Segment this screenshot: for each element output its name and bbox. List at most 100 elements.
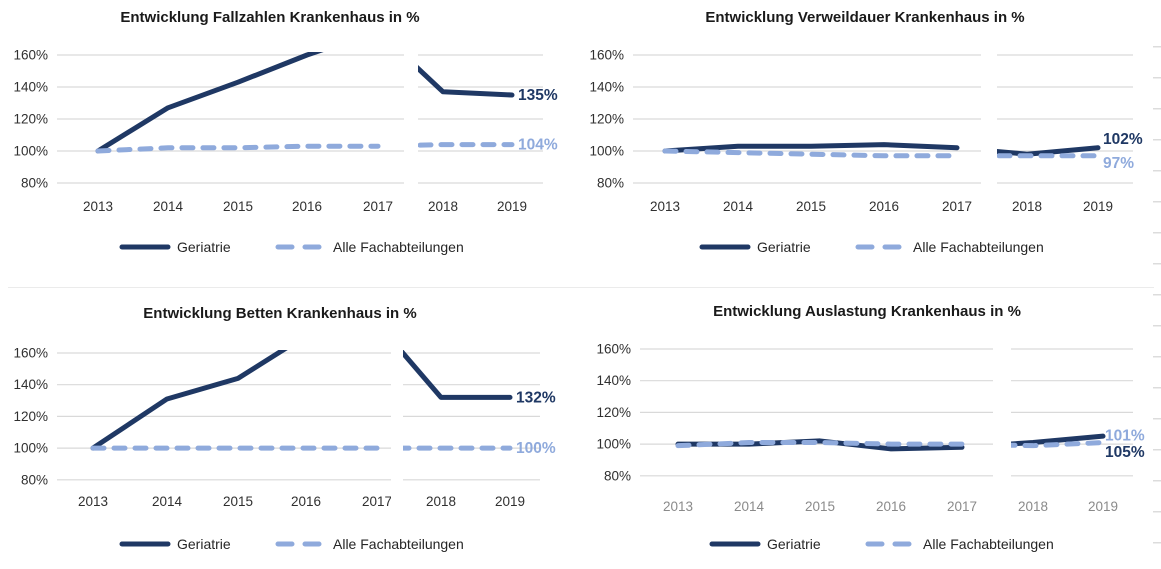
x-tick-label: 2019	[495, 494, 525, 509]
y-tick-label: 80%	[21, 472, 48, 487]
chart-title: Entwicklung Auslastung Krankenhaus in %	[713, 303, 1021, 320]
x-tick-label: 2017	[362, 494, 392, 509]
x-axis-labels-right: 2018 2019	[426, 494, 525, 509]
x-tick-label: 2014	[723, 199, 754, 214]
x-tick-label: 2014	[153, 199, 184, 214]
x-tick-label: 2018	[428, 199, 458, 214]
legend-geriatrie-label: Geriatrie	[767, 536, 821, 552]
y-tick-label: 120%	[13, 112, 48, 127]
x-tick-label: 2017	[942, 199, 972, 214]
y-tick-label: 100%	[596, 437, 631, 452]
legend-geriatrie-label: Geriatrie	[757, 239, 811, 255]
y-tick-label: 140%	[13, 377, 48, 392]
x-tick-label: 2013	[663, 499, 693, 514]
chart-title: Entwicklung Fallzahlen Krankenhaus in %	[120, 9, 419, 26]
chart-title: Entwicklung Betten Krankenhaus in %	[143, 305, 416, 322]
geriatrie-end-label: 135%	[518, 87, 558, 104]
x-tick-label: 2018	[1018, 499, 1048, 514]
geriatrie-line-right	[418, 64, 515, 98]
y-tick-label: 120%	[13, 409, 48, 424]
y-tick-label: 80%	[597, 176, 624, 191]
y-tick-label: 80%	[604, 468, 631, 483]
gridlines	[57, 54, 543, 184]
y-tick-label: 100%	[13, 441, 48, 456]
y-axis-labels: 160% 140% 120% 100% 80%	[589, 48, 624, 191]
chart-betten: Entwicklung Betten Krankenhaus in % 160% 1…	[0, 285, 581, 569]
x-axis-labels-left: 2013 2014 2015 2016 2017	[83, 199, 393, 214]
x-tick-label: 2014	[152, 494, 183, 509]
geriatrie-line-left	[95, 52, 324, 154]
y-tick-label: 120%	[589, 112, 624, 127]
x-tick-label: 2017	[363, 199, 393, 214]
x-tick-label: 2019	[1083, 199, 1113, 214]
y-axis-labels: 160% 140% 120% 100% 80%	[13, 346, 48, 488]
alle-fachabteilungen-end-label: 100%	[516, 440, 556, 457]
x-tick-label: 2015	[223, 494, 253, 509]
x-tick-label: 2013	[650, 199, 680, 214]
geriatrie-line-right	[403, 350, 513, 400]
y-tick-label: 100%	[13, 144, 48, 159]
y-axis-labels: 160% 140% 120% 100% 80%	[596, 342, 631, 484]
geriatrie-end-label: 102%	[1103, 131, 1143, 148]
chart-verweildauer-canvas: Entwicklung Verweildauer Krankenhaus in …	[589, 9, 1143, 255]
x-tick-label: 2015	[805, 499, 835, 514]
chart-fallzahlen: Entwicklung Fallzahlen Krankenhaus in % 1…	[0, 0, 581, 284]
x-tick-label: 2013	[78, 494, 108, 509]
y-tick-label: 160%	[596, 342, 631, 357]
geriatrie-line-left	[90, 350, 288, 451]
legend-alle-label: Alle Fachabteilungen	[333, 239, 464, 255]
x-tick-label: 2016	[292, 199, 322, 214]
x-axis-labels-left: 2013 2014 2015 2016 2017	[78, 494, 392, 509]
alle-fachabteilungen-line-left	[662, 148, 960, 159]
alle-fachabteilungen-end-label: 101%	[1105, 428, 1145, 445]
gridlines	[57, 352, 540, 481]
y-tick-label: 80%	[21, 176, 48, 191]
x-tick-label: 2016	[876, 499, 906, 514]
y-tick-label: 140%	[596, 373, 631, 388]
x-axis-labels-right: 2018 2019	[1012, 199, 1113, 214]
x-tick-label: 2019	[497, 199, 527, 214]
y-tick-label: 160%	[13, 48, 48, 63]
chart-betten-canvas: Entwicklung Betten Krankenhaus in %160%1…	[13, 305, 556, 552]
geriatrie-end-label: 132%	[516, 389, 556, 406]
gridlines	[640, 348, 1133, 477]
y-tick-label: 140%	[589, 80, 624, 95]
x-axis-labels-right: 2018 2019	[1018, 499, 1118, 514]
x-tick-label: 2018	[1012, 199, 1042, 214]
geriatrie-end-label: 105%	[1105, 444, 1145, 461]
alle-fachabteilungen-line-right	[1011, 440, 1106, 449]
legend-geriatrie-label: Geriatrie	[177, 536, 231, 552]
x-axis-labels-right: 2018 2019	[428, 199, 527, 214]
legend-alle-label: Alle Fachabteilungen	[333, 536, 464, 552]
y-tick-label: 160%	[13, 346, 48, 361]
alle-fachabteilungen-end-label: 97%	[1103, 155, 1134, 172]
x-tick-label: 2015	[796, 199, 826, 214]
x-tick-label: 2016	[869, 199, 899, 214]
alle-fachabteilungen-end-label: 104%	[518, 137, 558, 154]
y-axis-labels: 160% 140% 120% 100% 80%	[13, 48, 48, 191]
chart-auslastung-canvas: Entwicklung Auslastung Krankenhaus in % 1…	[596, 303, 1145, 552]
geriatrie-line-left	[662, 142, 960, 154]
legend: Geriatrie Alle Fachabteilungen	[709, 536, 1054, 552]
chart-verweildauer: Entwicklung Verweildauer Krankenhaus in …	[580, 0, 1161, 284]
gridlines	[633, 54, 1133, 184]
y-tick-label: 100%	[589, 144, 624, 159]
y-tick-label: 120%	[596, 405, 631, 420]
chart-fallzahlen-canvas: Entwicklung Fallzahlen Krankenhaus in % 1…	[13, 9, 558, 255]
chart-auslastung: Entwicklung Auslastung Krankenhaus in % 1…	[580, 285, 1161, 569]
x-tick-label: 2015	[223, 199, 253, 214]
chart-title: Entwicklung Verweildauer Krankenhaus in …	[705, 9, 1024, 26]
legend: Geriatrie Alle Fachabteilungen	[119, 536, 464, 552]
legend-geriatrie-label: Geriatrie	[177, 239, 231, 255]
x-tick-label: 2016	[291, 494, 321, 509]
x-axis-labels-left: 2013 2014 2015 2016 2017	[663, 499, 977, 514]
alle-fachabteilungen-line-right	[418, 142, 515, 148]
x-tick-label: 2013	[83, 199, 113, 214]
y-tick-label: 160%	[589, 48, 624, 63]
x-tick-label: 2019	[1088, 499, 1118, 514]
legend: Geriatrie Alle Fachabteilungen	[119, 239, 464, 255]
x-axis-labels-left: 2013 2014 2015 2016 2017	[650, 199, 972, 214]
y-tick-label: 140%	[13, 80, 48, 95]
legend-alle-label: Alle Fachabteilungen	[923, 536, 1054, 552]
alle-fachabteilungen-line-left	[95, 143, 381, 154]
